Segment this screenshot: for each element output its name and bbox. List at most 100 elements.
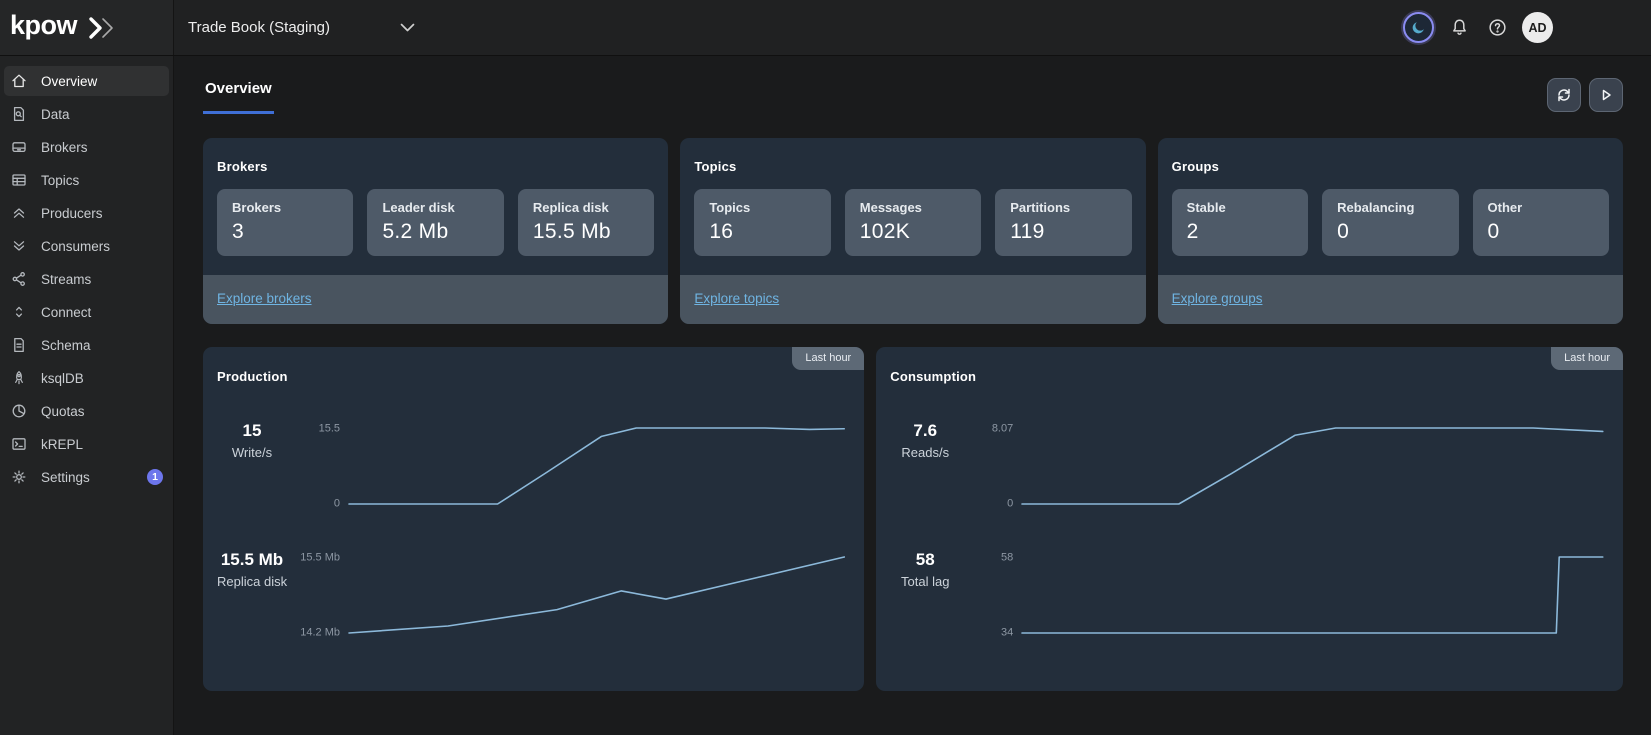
broker-disk-icon bbox=[10, 138, 28, 156]
tile-label: Brokers bbox=[232, 200, 282, 215]
chart-title: Consumption bbox=[890, 369, 977, 384]
chart-stat: 15.5 Mb Replica disk bbox=[217, 550, 287, 589]
explore-topics-link[interactable]: Explore topics bbox=[694, 291, 780, 306]
sparkline-chart bbox=[1022, 557, 1603, 633]
sidebar-item-krepl[interactable]: kREPL bbox=[4, 429, 169, 459]
sidebar-item-label: Brokers bbox=[41, 139, 88, 155]
page-header: Overview bbox=[203, 76, 1623, 114]
y-min-label: 0 bbox=[333, 497, 340, 510]
sidebar-item-producers[interactable]: Producers bbox=[4, 198, 169, 228]
chart-card-production: Last hour Production 15 Write/s 15.5 0 bbox=[203, 347, 865, 691]
notifications-button[interactable] bbox=[1446, 15, 1472, 41]
sparkline-chart bbox=[349, 428, 844, 504]
y-min-label: 14.2 Mb bbox=[300, 626, 340, 639]
environment-selector[interactable]: Trade Book (Staging) bbox=[188, 19, 415, 36]
kpow-chevrons-icon bbox=[84, 16, 120, 40]
stat-label: Reads/s bbox=[901, 445, 950, 460]
sparkline-chart bbox=[1022, 428, 1603, 504]
sidebar-item-topics[interactable]: Topics bbox=[4, 165, 169, 195]
sidebar-item-label: Producers bbox=[41, 205, 103, 221]
card-title: Brokers bbox=[217, 159, 268, 174]
table-icon bbox=[10, 171, 28, 189]
sidebar-item-brokers[interactable]: Brokers bbox=[4, 132, 169, 162]
stat-tile: Messages 102K bbox=[844, 189, 982, 256]
sidebar-item-overview[interactable]: Overview bbox=[4, 66, 169, 96]
sidebar-item-label: Schema bbox=[41, 337, 91, 353]
tile-value: 15.5 Mb bbox=[532, 220, 611, 243]
y-axis-labels: 8.07 0 bbox=[960, 423, 1022, 510]
card-title: Groups bbox=[1171, 159, 1220, 174]
sidebar-item-streams[interactable]: Streams bbox=[4, 264, 169, 294]
chart-card-consumption: Last hour Consumption 7.6 Reads/s 8.07 0 bbox=[876, 347, 1623, 691]
sidebar-item-label: Quotas bbox=[41, 403, 85, 419]
sidebar-item-consumers[interactable]: Consumers bbox=[4, 231, 169, 261]
dark-mode-toggle[interactable] bbox=[1403, 12, 1434, 43]
chart-stat: 15 Write/s bbox=[217, 421, 287, 460]
sidebar-item-schema[interactable]: Schema bbox=[4, 330, 169, 360]
help-button[interactable] bbox=[1484, 15, 1510, 41]
summary-cards-row: Brokers Brokers 3 Leader disk 5.2 Mb Rep… bbox=[203, 138, 1623, 324]
chart-title: Production bbox=[217, 369, 288, 384]
y-max-label: 58 bbox=[1000, 551, 1014, 564]
play-button[interactable] bbox=[1589, 78, 1623, 112]
avatar[interactable]: AD bbox=[1522, 12, 1553, 43]
tile-value: 2 bbox=[1186, 220, 1199, 243]
stat-value: 15.5 Mb bbox=[220, 550, 284, 569]
card-title: Topics bbox=[694, 159, 737, 174]
tile-label: Stable bbox=[1186, 200, 1226, 215]
bell-icon bbox=[1452, 19, 1466, 35]
y-axis-labels: 15.5 Mb 14.2 Mb bbox=[287, 552, 349, 639]
sidebar-item-connect[interactable]: Connect bbox=[4, 297, 169, 327]
sidebar-item-label: Data bbox=[41, 106, 70, 122]
logo-text: kpow bbox=[10, 10, 78, 40]
tile-value: 5.2 Mb bbox=[382, 220, 449, 243]
y-axis-labels: 58 34 bbox=[960, 552, 1022, 639]
sidebar-item-label: Consumers bbox=[41, 238, 111, 254]
main-content: Overview Brokers Brokers 3 bbox=[175, 56, 1651, 735]
sidebar-item-label: Settings bbox=[41, 469, 90, 485]
chart-cards-row: Last hour Production 15 Write/s 15.5 0 bbox=[203, 347, 1623, 691]
stat-tiles: Topics 16 Messages 102K Partitions 119 bbox=[680, 174, 1145, 275]
plot-area: 8.07 0 bbox=[960, 423, 1603, 510]
stat-label: Write/s bbox=[231, 445, 273, 460]
sidebar: Overview Data Brokers Topics bbox=[0, 56, 174, 735]
chart-stat: 58 Total lag bbox=[890, 550, 960, 589]
refresh-icon bbox=[1558, 88, 1570, 102]
environment-name: Trade Book (Staging) bbox=[188, 19, 331, 36]
tab-overview[interactable]: Overview bbox=[203, 76, 274, 114]
sidebar-item-data[interactable]: Data bbox=[4, 99, 169, 129]
tile-value: 16 bbox=[709, 220, 734, 243]
card-topics: Topics Topics 16 Messages 102K Partition… bbox=[680, 138, 1146, 324]
range-badge: Last hour bbox=[1551, 347, 1623, 370]
refresh-button[interactable] bbox=[1547, 78, 1581, 112]
sidebar-item-label: Topics bbox=[41, 172, 80, 188]
gear-icon bbox=[10, 468, 28, 486]
sidebar-item-ksqldb[interactable]: ksqlDB bbox=[4, 363, 169, 393]
header-actions bbox=[1547, 78, 1623, 112]
sidebar-item-label: ksqlDB bbox=[41, 370, 84, 386]
plot-area: 15.5 0 bbox=[287, 423, 844, 509]
explore-groups-link[interactable]: Explore groups bbox=[1171, 291, 1263, 306]
stat-tile: Rebalancing 0 bbox=[1322, 189, 1459, 256]
sort-arrows-icon bbox=[10, 303, 28, 321]
card-groups: Groups Stable 2 Rebalancing 0 Other 0 Ex… bbox=[1157, 138, 1623, 324]
tile-value: 102K bbox=[859, 220, 911, 243]
topbar: kpow Trade Book (Staging) bbox=[0, 0, 1651, 56]
y-min-label: 0 bbox=[1007, 497, 1014, 510]
tile-value: 3 bbox=[232, 220, 244, 243]
stat-label: Replica disk bbox=[217, 574, 288, 589]
stat-label: Total lag bbox=[901, 574, 950, 589]
chart-row-total-lag: 58 Total lag 58 34 bbox=[890, 550, 1603, 639]
moon-icon bbox=[1412, 22, 1424, 34]
y-max-label: 15.5 Mb bbox=[300, 551, 340, 564]
chevron-down-icon bbox=[400, 23, 415, 32]
chart-row-replica-disk: 15.5 Mb Replica disk 15.5 Mb 14.2 Mb bbox=[217, 550, 844, 639]
sidebar-item-label: Overview bbox=[41, 73, 98, 89]
tile-label: Leader disk bbox=[382, 200, 455, 215]
sidebar-item-settings[interactable]: Settings 1 bbox=[4, 462, 169, 492]
explore-brokers-link[interactable]: Explore brokers bbox=[217, 291, 312, 306]
tile-label: Messages bbox=[859, 200, 922, 215]
tile-label: Rebalancing bbox=[1337, 200, 1415, 215]
chevrons-up-icon bbox=[10, 204, 28, 222]
sidebar-item-quotas[interactable]: Quotas bbox=[4, 396, 169, 426]
